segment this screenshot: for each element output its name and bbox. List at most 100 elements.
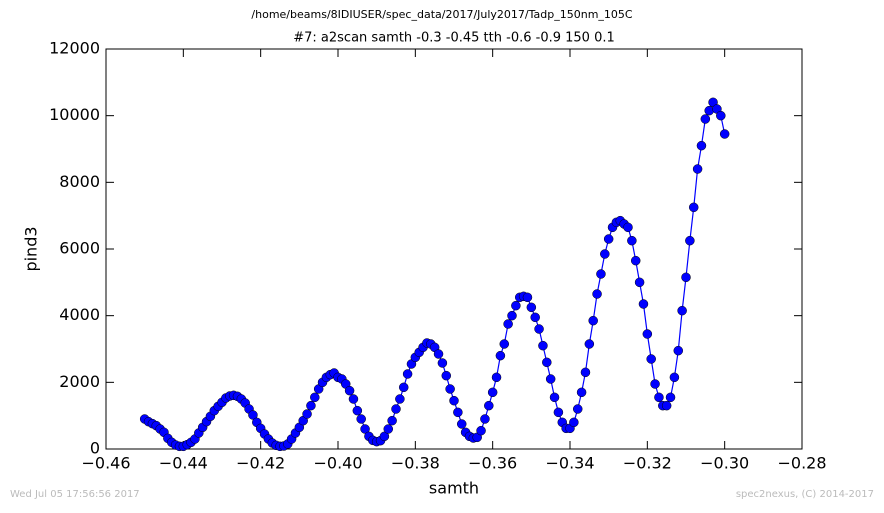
data-point <box>534 324 544 334</box>
data-point <box>511 300 521 311</box>
data-point <box>352 405 363 416</box>
data-point <box>627 235 637 246</box>
data-point <box>441 370 452 381</box>
y-tick-label: 10000 <box>49 105 100 124</box>
y-tick-label: 0 <box>90 439 100 458</box>
x-tick-label: −0.40 <box>313 454 362 473</box>
suptitle: /home/beams/8IDIUSER/spec_data/2017/July… <box>251 8 633 21</box>
data-point <box>716 110 726 121</box>
x-tick-label: −0.46 <box>81 454 130 473</box>
data-point <box>344 385 355 396</box>
data-point <box>630 255 641 266</box>
data-point <box>596 269 606 279</box>
data-point <box>681 272 691 283</box>
data-point <box>306 400 316 411</box>
data-point <box>495 350 506 361</box>
data-point <box>600 249 610 259</box>
data-point <box>677 305 687 316</box>
data-point <box>456 419 467 429</box>
data-point <box>302 409 312 419</box>
data-point <box>603 234 614 244</box>
data-point <box>445 384 455 394</box>
data-point <box>549 392 560 403</box>
data-point <box>526 302 537 313</box>
data-point <box>688 202 699 213</box>
chart-title: #7: a2scan samth -0.3 -0.45 tth -0.6 -0.… <box>293 31 615 46</box>
data-point <box>522 292 533 303</box>
data-point <box>650 379 660 389</box>
data-point <box>530 312 540 323</box>
data-point <box>449 395 459 406</box>
data-point <box>588 315 598 326</box>
data-point <box>499 339 510 349</box>
footer-left: Wed Jul 05 17:56:56 2017 <box>10 489 140 500</box>
data-point <box>387 415 397 426</box>
data-point <box>484 400 494 411</box>
data-point <box>360 424 370 434</box>
data-point <box>696 140 707 151</box>
data-point <box>665 392 676 403</box>
y-tick-label: 12000 <box>49 39 100 58</box>
y-tick-label: 2000 <box>59 372 100 391</box>
data-point <box>592 289 602 299</box>
data-point <box>580 367 591 378</box>
data-point <box>685 235 695 246</box>
y-tick-label: 4000 <box>59 305 100 324</box>
data-point <box>669 372 680 383</box>
data-point <box>654 392 664 403</box>
data-point <box>572 404 583 414</box>
data-point <box>480 414 490 424</box>
x-axis-label: samth <box>429 479 479 498</box>
plot-frame <box>105 48 803 450</box>
data-point <box>507 310 517 321</box>
x-tick-label: −0.36 <box>468 454 517 473</box>
data-point <box>433 349 444 359</box>
data-point <box>692 164 703 174</box>
x-tick-label: −0.38 <box>391 454 440 473</box>
data-point <box>704 105 714 116</box>
data-point <box>553 407 564 418</box>
x-tick-label: −0.32 <box>623 454 672 473</box>
x-tick-label: −0.44 <box>159 454 208 473</box>
data-point <box>569 417 579 428</box>
data-point <box>673 345 684 356</box>
data-point <box>503 319 513 329</box>
data-point <box>538 340 548 351</box>
data-point <box>487 387 498 398</box>
data-point <box>642 329 653 339</box>
data-point <box>584 339 595 349</box>
y-tick-label: 8000 <box>59 172 100 191</box>
data-point <box>661 400 672 411</box>
data-point <box>402 369 413 379</box>
data-point <box>348 394 359 404</box>
data-point <box>542 357 552 368</box>
data-point <box>476 425 486 436</box>
data-point <box>719 129 730 139</box>
data-point <box>638 299 649 309</box>
footer-right: spec2nexus, (C) 2014-2017 <box>736 489 874 500</box>
data-point <box>453 407 463 418</box>
x-tick-label: −0.42 <box>236 454 285 473</box>
data-point <box>395 394 405 404</box>
x-tick-label: −0.28 <box>777 454 826 473</box>
y-tick-label: 6000 <box>59 239 100 258</box>
data-point <box>248 410 258 420</box>
data-point <box>310 392 320 403</box>
data-point <box>646 354 656 364</box>
data-point <box>379 431 390 442</box>
data-point <box>383 424 394 434</box>
data-point <box>491 372 502 383</box>
data-point <box>623 222 633 233</box>
y-axis-label: pind3 <box>22 226 41 271</box>
data-point <box>545 374 556 384</box>
data-point <box>700 114 711 124</box>
data-point <box>634 277 645 288</box>
data-point <box>356 414 366 424</box>
x-tick-label: −0.30 <box>700 454 749 473</box>
x-tick-label: −0.34 <box>545 454 594 473</box>
data-point <box>437 358 448 368</box>
data-point <box>391 404 401 414</box>
data-point <box>576 387 587 398</box>
